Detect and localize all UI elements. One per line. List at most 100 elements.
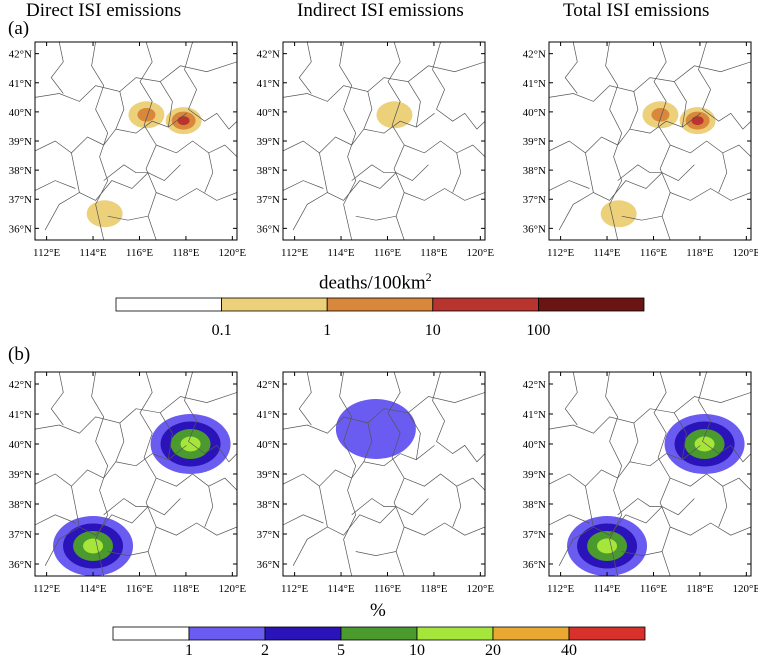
xtick-label: 112°E <box>547 583 574 595</box>
xtick-label: 114°E <box>593 247 620 259</box>
province-boundary <box>156 473 237 491</box>
ytick-label: 38°N <box>257 165 280 177</box>
province-boundary <box>363 91 373 130</box>
province-boundary <box>549 392 751 434</box>
province-boundary <box>319 486 328 528</box>
colorbar-b-title: % <box>370 600 386 621</box>
province-boundary <box>35 514 76 526</box>
xtick-label: 116°E <box>640 247 667 259</box>
xtick-label: 116°E <box>126 583 153 595</box>
xtick-label: 116°E <box>640 583 667 595</box>
province-boundary <box>71 486 80 528</box>
province-boundary <box>605 42 623 240</box>
province-boundary <box>283 514 324 526</box>
province-boundary <box>71 152 80 193</box>
colorbar-b-segment <box>188 626 266 641</box>
xtick-label: 118°E <box>686 247 713 259</box>
ytick-label: 40°N <box>523 439 546 451</box>
xtick-label: 112°E <box>281 247 308 259</box>
ytick-label: 40°N <box>9 107 32 119</box>
colorbar-b-segment <box>340 626 418 641</box>
province-boundary <box>351 498 397 516</box>
province-boundary <box>549 61 751 102</box>
province-boundary <box>387 372 405 576</box>
colorbar-a <box>115 297 645 312</box>
province-boundary <box>558 498 695 566</box>
province-boundary <box>698 42 751 130</box>
province-boundary <box>107 551 149 556</box>
ytick-label: 36°N <box>257 559 280 571</box>
province-boundary <box>50 372 64 426</box>
xtick-label: 118°E <box>172 583 199 595</box>
province-boundary <box>549 180 590 191</box>
hotspot-b-3-1-level-4 <box>694 436 715 452</box>
hotspot-a-1-2-level-2 <box>137 108 156 122</box>
xtick-label: 116°E <box>374 247 401 259</box>
xtick-label: 118°E <box>172 247 199 259</box>
ytick-label: 40°N <box>523 107 546 119</box>
ytick-label: 38°N <box>9 499 32 511</box>
column-title-indirect: Indirect ISI emissions <box>297 0 464 21</box>
colorbar-a-tick-label: 10 <box>424 322 441 339</box>
province-boundary <box>629 91 639 130</box>
colorbar-b-segment <box>112 626 190 641</box>
column-title-total: Total ISI emissions <box>563 0 710 21</box>
province-boundary <box>673 412 687 460</box>
province-boundary <box>549 445 701 487</box>
ytick-label: 40°N <box>9 439 32 451</box>
province-boundary <box>156 140 237 158</box>
colorbar-a-title: deaths/100km2 <box>319 270 432 294</box>
xtick-label: 112°E <box>547 247 574 259</box>
province-boundary <box>653 372 671 576</box>
data-layer <box>35 372 237 576</box>
province-boundary <box>673 81 687 128</box>
data-layer <box>35 42 237 240</box>
data-layer <box>283 372 485 576</box>
hotspot-b-2-1-level-1 <box>335 399 416 459</box>
colorbar-a-title-sup: 2 <box>425 270 432 284</box>
colorbar-b-tick-label: 1 <box>185 642 193 659</box>
ytick-label: 42°N <box>523 49 546 61</box>
province-boundary <box>103 164 149 181</box>
province-boundary <box>670 188 751 201</box>
column-title-direct: Direct ISI emissions <box>26 0 182 21</box>
province-boundary <box>452 152 462 193</box>
province-boundary <box>558 164 695 231</box>
province-boundary <box>617 164 663 181</box>
data-layer <box>283 42 485 240</box>
province-boundary <box>363 422 373 462</box>
xtick-label: 112°E <box>281 583 308 595</box>
province-boundary <box>292 498 429 566</box>
province-boundary <box>103 498 149 516</box>
province-boundary <box>404 522 485 536</box>
ytick-label: 37°N <box>523 194 546 206</box>
hotspot-b-3-2-level-4 <box>597 538 618 554</box>
colorbar-a-segment <box>115 297 222 312</box>
xtick-label: 114°E <box>327 247 354 259</box>
ytick-label: 36°N <box>523 559 546 571</box>
province-boundary <box>283 113 435 154</box>
ytick-label: 42°N <box>257 49 280 61</box>
xtick-label: 114°E <box>79 583 106 595</box>
province-boundary <box>35 113 187 154</box>
xtick-label: 120°E <box>219 247 247 259</box>
ytick-label: 37°N <box>257 529 280 541</box>
ytick-label: 41°N <box>523 409 546 421</box>
colorbar-a-tick-label: 0.1 <box>211 322 232 339</box>
province-boundary <box>605 372 623 576</box>
province-boundary <box>549 113 701 154</box>
ytick-label: 39°N <box>257 469 280 481</box>
xtick-label: 112°E <box>33 247 60 259</box>
province-boundary <box>621 215 663 221</box>
colorbar-b-segment <box>264 626 342 641</box>
hotspot-a-3-1-level-3 <box>691 116 704 126</box>
province-boundary <box>107 215 149 221</box>
province-boundary <box>355 215 397 221</box>
ytick-label: 36°N <box>257 223 280 235</box>
colorbar-b-segment <box>568 626 646 641</box>
province-boundary <box>298 372 312 426</box>
province-boundary <box>339 42 357 240</box>
